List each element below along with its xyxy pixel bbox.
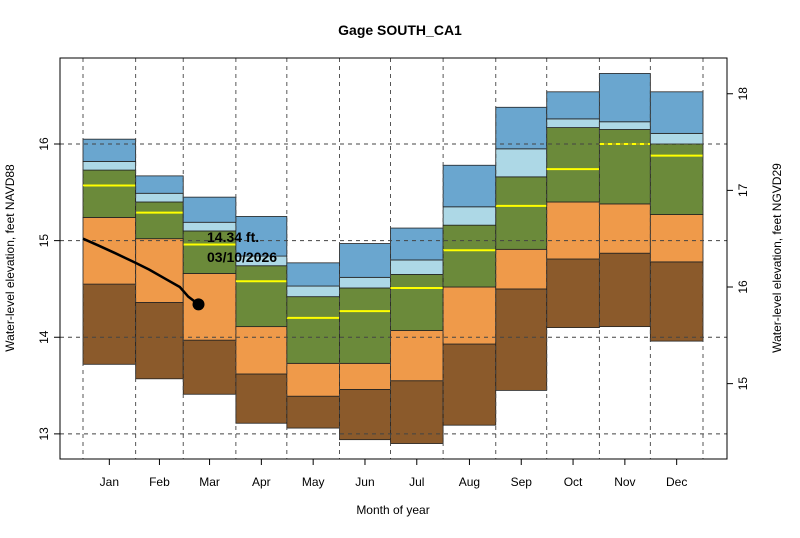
grid-lines xyxy=(60,58,727,459)
y-tick-label-left: 13 xyxy=(37,427,51,441)
band-p90-max-nov xyxy=(598,73,651,123)
band-min-p10-mar xyxy=(182,339,237,395)
band-p10-p25-oct xyxy=(546,201,600,260)
plot-frame xyxy=(59,57,728,460)
band-min-p10-may xyxy=(286,395,340,429)
band-p75-p90-nov xyxy=(598,121,651,130)
band-min-p10-sep xyxy=(495,288,548,391)
x-tick-label: Aug xyxy=(459,475,480,489)
band-min-p10-apr xyxy=(235,373,288,424)
y-tick-label-right: 16 xyxy=(736,280,750,294)
y-tick-label-left: 14 xyxy=(37,330,51,344)
band-min-p10-dec xyxy=(649,261,704,342)
y-tick-label-right: 15 xyxy=(736,377,750,391)
y-tick-label-left: 16 xyxy=(37,137,51,151)
band-p25-p75-nov xyxy=(598,129,651,205)
x-tick-label: Feb xyxy=(149,475,170,489)
x-tick-label: Mar xyxy=(199,475,220,489)
band-p25-p75-may xyxy=(286,296,340,364)
x-tick-label: Dec xyxy=(666,475,687,489)
band-p90-max-sep xyxy=(495,106,548,150)
band-p90-max-may xyxy=(286,262,340,287)
x-axis-label: Month of year xyxy=(356,503,429,517)
band-p25-p75-aug xyxy=(442,224,497,288)
band-p25-p75-dec xyxy=(649,143,704,215)
current-value-label: 14.34 ft. xyxy=(207,229,259,245)
band-p90-max-dec xyxy=(649,91,704,134)
band-p90-max-jul xyxy=(390,227,444,261)
band-p25-p75-jun xyxy=(339,287,391,364)
band-p90-max-mar xyxy=(182,196,237,223)
band-p75-p90-jun xyxy=(339,276,391,289)
band-min-p10-aug xyxy=(442,343,497,426)
x-tick-label: May xyxy=(302,475,325,489)
band-p10-p25-jun xyxy=(339,362,391,390)
chart-title: Gage SOUTH_CA1 xyxy=(338,22,462,38)
band-p10-p25-sep xyxy=(495,248,548,290)
axes: Jan Feb Mar Apr May Jun Jul Aug Sep Oct Nov Dec 13 14… xyxy=(37,87,750,489)
band-min-p10-jan xyxy=(82,283,137,365)
x-tick-label: Jan xyxy=(100,475,119,489)
band-p10-p25-aug xyxy=(442,286,497,345)
band-min-p10-jun xyxy=(339,389,391,441)
current-series xyxy=(82,237,205,311)
band-min-p10-oct xyxy=(546,258,600,328)
band-p25-p75-feb xyxy=(135,201,184,240)
y-axis-label-right: Water-level elevation, feet NGVD29 xyxy=(770,163,784,353)
band-p10-p25-feb xyxy=(135,238,184,303)
band-p75-p90-jul xyxy=(390,259,444,275)
x-tick-label: Jun xyxy=(355,475,374,489)
band-p10-p25-dec xyxy=(649,214,704,263)
band-p10-p25-mar xyxy=(182,273,237,341)
band-p25-p75-apr xyxy=(235,265,288,328)
band-p90-max-aug xyxy=(442,164,497,208)
y-tick-label-right: 18 xyxy=(736,87,750,101)
x-tick-label: Apr xyxy=(252,475,271,489)
x-tick-label: Sep xyxy=(511,475,533,489)
band-p10-p25-may xyxy=(286,362,340,397)
band-p90-max-oct xyxy=(546,91,600,120)
y-tick-label-right: 17 xyxy=(736,183,750,197)
band-p75-p90-may xyxy=(286,285,340,298)
band-p10-p25-apr xyxy=(235,326,288,375)
band-p75-p90-jan xyxy=(82,160,137,171)
x-tick-label: Nov xyxy=(614,475,635,489)
band-p25-p75-jul xyxy=(390,274,444,331)
band-p25-p75-jan xyxy=(82,169,137,218)
band-p25-p75-sep xyxy=(495,176,548,250)
band-p90-max-jun xyxy=(339,243,391,278)
band-p10-p25-jul xyxy=(390,330,444,382)
band-p75-p90-feb xyxy=(135,192,184,203)
band-p10-p25-nov xyxy=(598,203,651,254)
band-p75-p90-aug xyxy=(442,206,497,226)
band-min-p10-feb xyxy=(135,302,184,380)
percentile-bands xyxy=(82,73,704,444)
current-date-label: 03/10/2026 xyxy=(207,249,277,265)
band-p75-p90-oct xyxy=(546,118,600,128)
y-axis-label-left: Water-level elevation, feet NAVD88 xyxy=(3,164,17,352)
y-tick-label-left: 15 xyxy=(37,234,51,248)
band-p90-max-jan xyxy=(82,138,137,162)
current-value-point xyxy=(192,298,205,311)
band-min-p10-nov xyxy=(598,252,651,328)
x-tick-label: Jul xyxy=(409,475,424,489)
band-p75-p90-dec xyxy=(649,132,704,145)
band-p90-max-feb xyxy=(135,175,184,194)
band-p75-p90-sep xyxy=(495,148,548,178)
band-p25-p75-oct xyxy=(546,127,600,203)
current-water-level-line xyxy=(82,237,200,306)
x-tick-label: Oct xyxy=(564,475,583,489)
